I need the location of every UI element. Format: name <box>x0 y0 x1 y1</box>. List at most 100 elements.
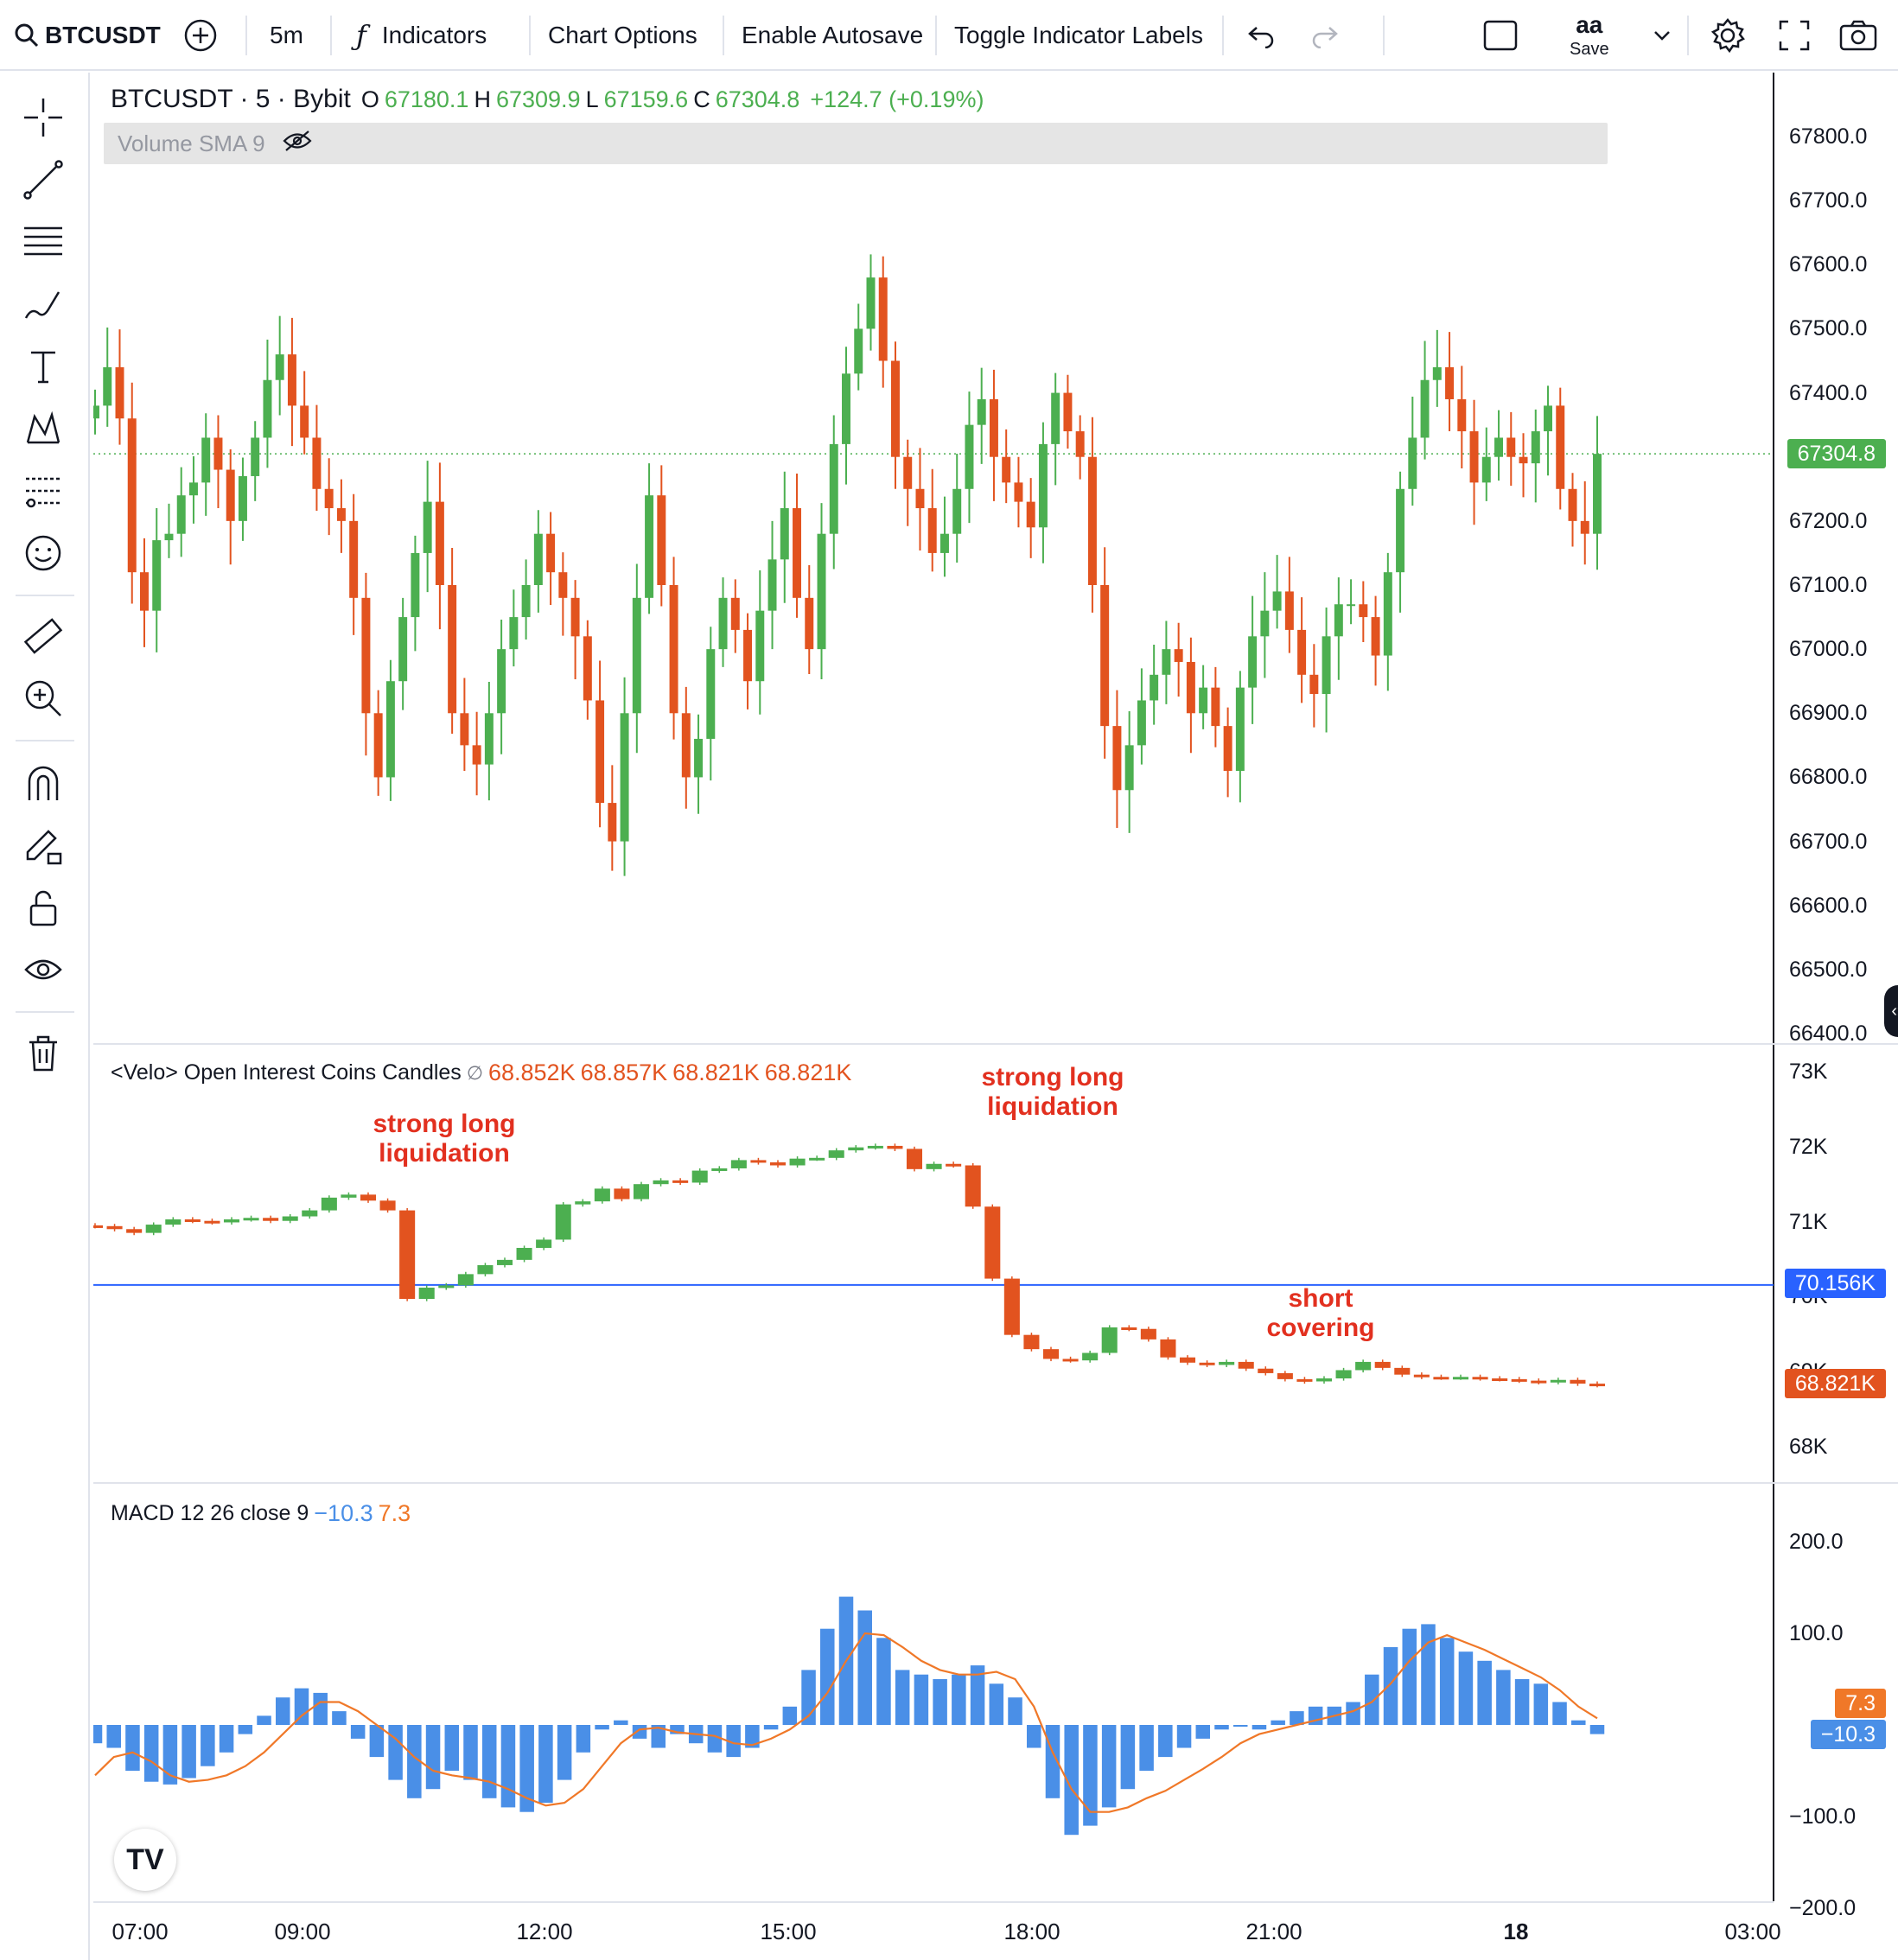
open-interest-legend: <Velo> Open Interest Coins Candles ∅ 68.… <box>111 1060 851 1086</box>
undo-button[interactable] <box>1246 0 1276 71</box>
price-candle <box>448 585 457 714</box>
hidden-eye-icon[interactable] <box>282 130 312 158</box>
fullscreen-toggle-button[interactable] <box>1483 0 1518 71</box>
oi-candle <box>887 1145 903 1149</box>
volume-indicator-legend[interactable]: Volume SMA 9 <box>104 123 1608 164</box>
oi-candle <box>965 1165 981 1207</box>
oi-candle <box>946 1163 962 1167</box>
price-candle <box>927 508 937 553</box>
indicators-button[interactable]: ƒ Indicators <box>356 0 487 71</box>
price-axis-label: 66700.0 <box>1789 829 1868 854</box>
annotation-line2: liquidation <box>379 1139 510 1168</box>
macd-histogram-bar <box>463 1725 478 1780</box>
price-candle <box>632 597 641 714</box>
fib-retracement-icon[interactable] <box>19 218 67 266</box>
macd-histogram-bar <box>201 1725 215 1766</box>
price-candle <box>1347 604 1356 607</box>
compare-button[interactable] <box>183 0 218 71</box>
brush-icon[interactable] <box>19 280 67 328</box>
price-candle <box>854 328 863 374</box>
unlock-icon[interactable] <box>19 883 67 932</box>
macd-histogram-bar <box>857 1610 872 1725</box>
price-candle <box>1038 443 1048 528</box>
price-candle <box>546 533 556 573</box>
time-axis[interactable]: 07:00 09:00 12:00 15:00 18:00 21:00 18 03:00 <box>93 1901 1781 1960</box>
annotation-liquidation-2[interactable]: strong long liquidation <box>958 1063 1148 1122</box>
macd-histogram-bar <box>1214 1725 1229 1730</box>
time-axis-label: 09:00 <box>274 1919 331 1944</box>
chart-options-button[interactable]: Chart Options <box>548 22 697 48</box>
price-candle <box>755 610 765 682</box>
screenshot-button[interactable] <box>1839 0 1877 71</box>
price-candle <box>176 495 186 534</box>
price-candle <box>570 597 580 637</box>
oi-candle <box>1121 1327 1137 1330</box>
macd-axis-label: −100.0 <box>1789 1804 1857 1829</box>
macd-histogram-bar <box>632 1725 647 1739</box>
price-candle <box>349 520 359 598</box>
trend-line-icon[interactable] <box>19 156 67 204</box>
macd-histogram-bar <box>1195 1725 1211 1739</box>
price-candle <box>793 508 802 598</box>
trash-icon[interactable] <box>19 1028 67 1077</box>
oi-close: 68.821K <box>764 1060 852 1085</box>
interval-button[interactable]: 5m <box>270 22 303 48</box>
oi-candle <box>1492 1378 1508 1382</box>
oi-candle <box>399 1210 416 1300</box>
last-price-tag: 67304.8 <box>1787 439 1886 468</box>
price-candle <box>385 681 395 778</box>
text-icon[interactable] <box>19 342 67 391</box>
prediction-icon[interactable] <box>19 467 67 515</box>
oi-candle <box>1315 1378 1333 1382</box>
close-label: C <box>693 86 710 112</box>
macd-histogram-bar <box>143 1725 159 1782</box>
symbol-search[interactable]: BTCUSDT <box>14 0 161 71</box>
price-candle <box>608 803 617 842</box>
toggle-indicator-labels-button[interactable]: Toggle Indicator Labels <box>954 22 1203 48</box>
price-candle <box>1186 661 1195 714</box>
price-candle <box>817 533 826 650</box>
macd-histogram-bar <box>257 1715 271 1725</box>
tradingview-logo[interactable]: TV <box>114 1829 176 1891</box>
lock-drawing-icon[interactable] <box>19 821 67 869</box>
time-axis-label: 15:00 <box>760 1919 817 1944</box>
macd-histogram-bar <box>820 1628 835 1725</box>
enable-autosave-button[interactable]: Enable Autosave <box>742 22 924 48</box>
chart-canvas[interactable] <box>93 73 1898 1960</box>
eye-icon[interactable] <box>19 945 67 994</box>
macd-signal-line <box>94 1632 1598 1813</box>
pattern-icon[interactable] <box>19 404 67 453</box>
ruler-icon[interactable] <box>19 612 67 660</box>
symbol-label: BTCUSDT <box>45 22 161 48</box>
price-candle <box>1556 405 1565 489</box>
collapse-handle[interactable]: ‹› <box>1884 985 1898 1037</box>
crosshair-icon[interactable] <box>19 93 67 142</box>
price-candle <box>1137 700 1146 746</box>
annotation-liquidation-1[interactable]: strong long liquidation <box>349 1110 539 1168</box>
oi-candle <box>1335 1370 1352 1379</box>
annotation-short-covering[interactable]: short covering <box>1252 1284 1390 1343</box>
save-layout-button[interactable]: aa Save <box>1570 0 1609 71</box>
macd-histogram-bar <box>1552 1702 1567 1725</box>
emoji-icon[interactable] <box>19 529 67 577</box>
macd-histogram-bar <box>313 1692 328 1725</box>
annotation-line1: short <box>1288 1284 1353 1313</box>
price-candle <box>472 745 481 765</box>
price-candle <box>1087 456 1097 585</box>
price-candle <box>780 508 789 560</box>
macd-value-tag: −10.3 <box>1810 1720 1886 1749</box>
settings-button[interactable] <box>1710 0 1746 71</box>
layout-menu-button[interactable] <box>1653 0 1672 71</box>
redo-button[interactable] <box>1310 0 1340 71</box>
oi-candle <box>165 1219 182 1225</box>
macd-histogram-bar <box>1571 1720 1586 1725</box>
price-axis-label: 67000.0 <box>1789 637 1868 662</box>
macd-histogram-bar <box>369 1725 385 1758</box>
zoom-in-icon[interactable] <box>19 674 67 722</box>
macd-histogram-bar <box>350 1725 366 1739</box>
macd-histogram-bar <box>481 1725 497 1798</box>
magnet-icon[interactable] <box>19 759 67 807</box>
fullscreen-button[interactable] <box>1779 0 1810 71</box>
time-axis-label: 21:00 <box>1245 1919 1302 1944</box>
